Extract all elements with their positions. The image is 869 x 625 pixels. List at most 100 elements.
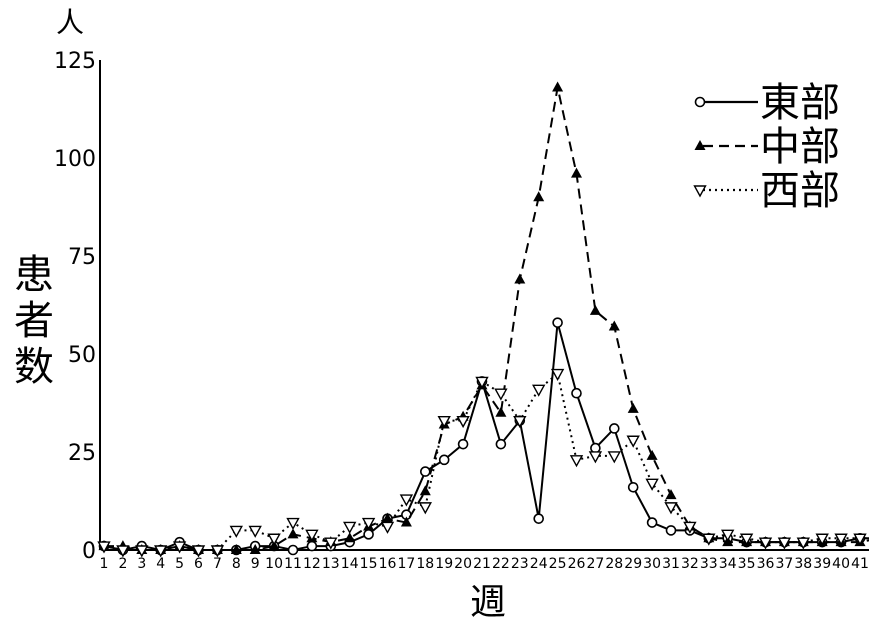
data-point: [361, 517, 376, 531]
data-point: [646, 449, 658, 460]
series-line: [103, 322, 869, 552]
data-point: [608, 423, 620, 434]
series-layer: [97, 81, 869, 558]
data-point: [399, 494, 414, 507]
x-tick-label: 31: [662, 556, 680, 572]
series-1: [98, 317, 869, 556]
data-point: [552, 317, 563, 328]
y-tick-label: 75: [68, 245, 96, 270]
x-tick-label: 4: [156, 556, 165, 572]
data-point: [363, 529, 374, 540]
data-point: [569, 455, 584, 468]
x-tick-label: 8: [232, 556, 241, 572]
data-point: [796, 537, 810, 550]
x-tick-label: 9: [251, 556, 260, 572]
legend-label: 東部: [760, 80, 840, 126]
series-2: [98, 81, 869, 554]
data-point: [513, 415, 527, 429]
y-tick-label: 50: [68, 343, 96, 368]
data-point: [646, 517, 658, 528]
data-point: [571, 167, 582, 178]
data-point: [834, 533, 848, 546]
x-tick-label: 27: [586, 556, 604, 572]
data-point: [456, 415, 470, 429]
x-tick-label: 12: [303, 556, 321, 572]
legend-item: 西部: [693, 168, 840, 214]
x-tick-label: 17: [397, 556, 415, 572]
x-tick-label: 14: [341, 556, 359, 572]
x-tick-label: 19: [435, 556, 453, 572]
data-point: [853, 533, 867, 546]
x-tick-label: 2: [118, 556, 127, 572]
data-point: [589, 304, 601, 315]
data-point: [645, 478, 659, 491]
x-tick-label: 3: [137, 556, 146, 572]
y-tick-label: 25: [68, 441, 96, 466]
x-tick-label: 7: [213, 556, 222, 572]
data-point: [494, 388, 508, 401]
x-tick-label: 11: [284, 556, 302, 572]
x-tick-label: 37: [775, 556, 793, 572]
data-point: [267, 533, 281, 546]
y-axis-label: 患者数: [14, 252, 54, 390]
data-point: [97, 541, 111, 554]
data-point: [382, 512, 393, 523]
x-tick-label: 6: [194, 556, 203, 572]
data-point: [172, 541, 187, 554]
x-tick-label: 26: [568, 556, 586, 572]
data-point: [286, 517, 300, 531]
y-unit-label: 人: [56, 6, 84, 39]
x-tick-label: 36: [757, 556, 775, 572]
data-point: [154, 545, 168, 558]
data-point: [437, 415, 451, 429]
x-tick-label: 23: [511, 556, 529, 572]
data-point: [721, 529, 735, 542]
data-point: [135, 545, 149, 558]
legend-marker: [694, 140, 706, 150]
data-point: [116, 545, 130, 558]
data-point: [626, 435, 640, 448]
data-point: [287, 544, 299, 556]
data-point: [306, 540, 318, 552]
data-point: [419, 466, 431, 477]
data-point: [514, 273, 526, 284]
x-tick-label: 30: [643, 556, 661, 572]
data-point: [495, 438, 507, 450]
data-point: [777, 537, 792, 550]
legend-item: 中部: [694, 124, 840, 170]
data-point: [230, 544, 242, 554]
x-axis-label: 週: [470, 582, 506, 623]
x-tick-label: 39: [813, 556, 831, 572]
data-point: [533, 191, 545, 202]
legend-label: 中部: [760, 124, 840, 170]
x-tick-label: 28: [605, 556, 623, 572]
x-tick-label: 1: [100, 556, 109, 572]
data-point: [248, 525, 262, 538]
y-tick-label: 125: [54, 49, 96, 74]
data-point: [758, 537, 773, 550]
data-point: [475, 376, 489, 389]
x-tick-label: 20: [454, 556, 472, 572]
x-tick-label: 13: [322, 556, 340, 572]
data-point: [495, 406, 507, 417]
data-point: [571, 387, 582, 399]
data-point: [191, 545, 206, 558]
x-tick-label: 38: [794, 556, 812, 572]
data-point: [552, 81, 564, 92]
data-point: [457, 438, 469, 450]
x-tick-label: 41: [851, 556, 869, 572]
data-point: [702, 533, 716, 546]
data-point: [380, 521, 395, 534]
data-point: [665, 525, 677, 536]
legend-marker: [693, 185, 707, 198]
series-line: [103, 371, 869, 551]
data-point: [815, 533, 829, 546]
data-point: [665, 489, 677, 500]
data-point: [739, 533, 754, 546]
series-line: [104, 87, 869, 551]
x-tick-label: 25: [549, 556, 567, 572]
data-point: [683, 521, 697, 534]
data-point: [305, 529, 319, 542]
